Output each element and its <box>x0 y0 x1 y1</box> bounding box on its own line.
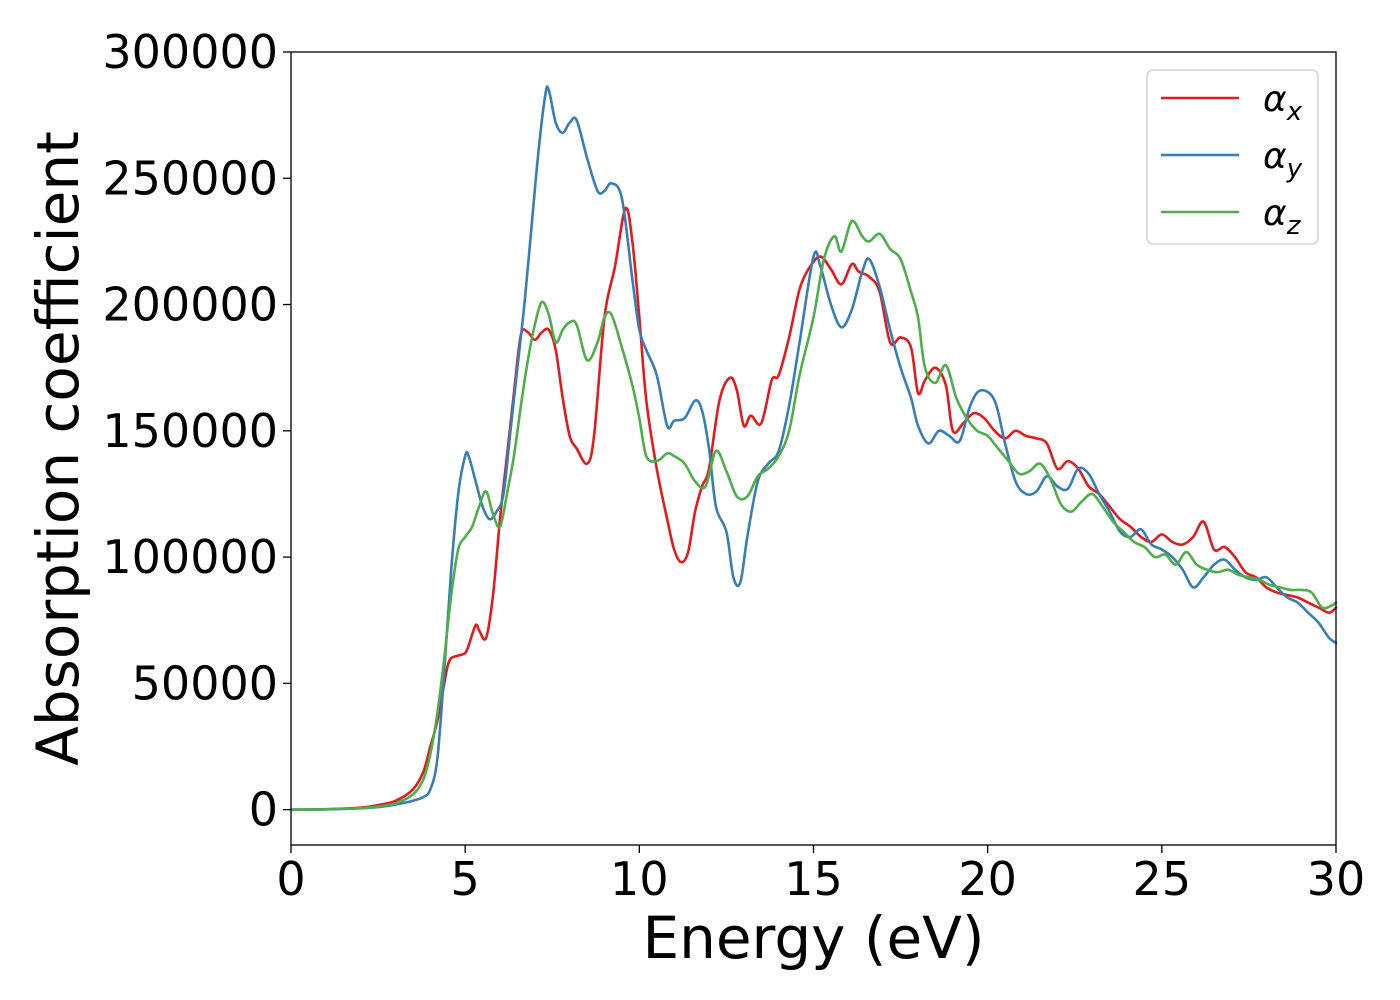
x-tick-label: 15 <box>784 852 843 906</box>
x-axis-ticks: 0 5 10 15 20 25 30 <box>276 845 1365 906</box>
x-tick-label: 20 <box>958 852 1017 906</box>
x-tick-label: 10 <box>610 852 669 906</box>
y-tick-label: 200000 <box>102 278 278 332</box>
legend-label-subscript: x <box>1286 97 1303 127</box>
x-axis-label: Energy (eV) <box>642 904 984 972</box>
legend-label-alpha-x: αx <box>1263 79 1303 127</box>
y-tick-label: 50000 <box>132 656 278 710</box>
x-tick-label: 30 <box>1307 852 1366 906</box>
y-tick-label: 150000 <box>102 404 278 458</box>
legend-box <box>1146 69 1319 245</box>
y-tick-label: 250000 <box>102 151 278 205</box>
legend-label-alpha-y: αy <box>1263 136 1303 184</box>
x-tick-label: 25 <box>1133 852 1192 906</box>
y-axis-ticks: 0 50000 100000 150000 200000 250000 300000 <box>102 25 291 837</box>
x-tick-label: 0 <box>276 852 305 906</box>
y-tick-label: 100000 <box>102 530 278 584</box>
series-line-alpha-z <box>289 219 1338 811</box>
legend-label-subscript: z <box>1286 211 1302 241</box>
legend-label-symbol: α <box>1263 193 1287 234</box>
series-layer <box>289 85 1338 811</box>
x-tick-label: 5 <box>451 852 480 906</box>
legend-label-symbol: α <box>1263 79 1287 120</box>
legend-label-symbol: α <box>1263 136 1287 177</box>
legend-label-alpha-z: αz <box>1263 193 1302 241</box>
y-tick-label: 300000 <box>102 25 278 79</box>
legend-label-subscript: y <box>1286 154 1303 184</box>
series-line-alpha-y <box>289 85 1338 811</box>
y-axis-label: Absorption coefficient <box>24 131 92 766</box>
y-tick-label: 0 <box>249 783 278 837</box>
